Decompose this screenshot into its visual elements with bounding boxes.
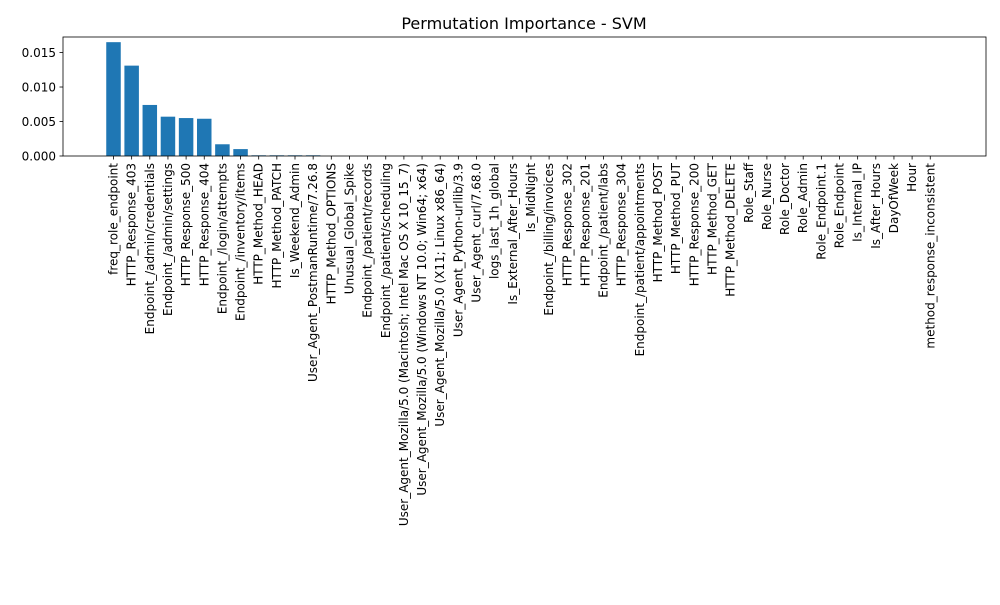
bars-layer: [106, 42, 321, 156]
x-tick-label-12: HTTP_Method_OPTIONS: [324, 163, 338, 304]
bar-4: [178, 118, 194, 156]
x-tick-label-41: Is_Internal_IP: [851, 163, 865, 242]
x-tick-label-25: HTTP_Response_302: [560, 163, 574, 286]
y-tick-label-2: 0.010: [22, 80, 56, 94]
bar-5: [197, 118, 212, 156]
x-tick-label-7: Endpoint_/inventory/items: [234, 163, 248, 321]
bar-0: [106, 42, 121, 156]
x-tick-label-4: HTTP_Response_500: [179, 163, 193, 286]
x-tick-label-0: freq_role_endpoint: [107, 163, 121, 275]
x-tick-label-31: HTTP_Method_PUT: [669, 162, 683, 274]
x-tick-label-17: User_Agent_Mozilla/5.0 (Windows NT 10.0;…: [415, 163, 429, 496]
bar-7: [233, 149, 248, 156]
x-tick-label-29: Endpoint_/patient/appointments: [633, 163, 647, 356]
x-tick-label-20: User_Agent_curl/7.68.0: [470, 163, 484, 303]
x-tick-label-40: Role_Endpoint: [833, 163, 847, 249]
bar-3: [160, 116, 176, 156]
x-tick-label-39: Role_Endpoint.1: [814, 163, 828, 260]
x-tick-label-18: User_Agent_Mozilla/5.0 (X11; Linux x86_6…: [433, 163, 447, 427]
chart-title: Permutation Importance - SVM: [401, 14, 646, 33]
y-tick-label-0: 0.000: [22, 149, 56, 163]
x-tick-label-30: HTTP_Method_POST: [651, 162, 665, 282]
x-tick-label-45: method_response_inconsistent: [923, 163, 937, 349]
x-tick-label-11: User_Agent_PostmanRuntime/7.26.8: [306, 163, 320, 382]
x-tick-label-23: Is_MidNight: [524, 163, 538, 233]
x-tick-label-8: HTTP_Method_HEAD: [252, 163, 266, 285]
x-tick-label-3: Endpoint_/admin/settings: [161, 163, 175, 316]
x-tick-label-37: Role_Doctor: [778, 163, 792, 235]
x-tick-label-32: HTTP_Response_200: [687, 163, 701, 286]
y-tick-layer: 0.000 0.005 0.010 0.015: [22, 46, 63, 163]
x-tick-label-2: Endpoint_/admin/credentials: [143, 163, 157, 334]
x-tick-label-22: Is_External_After_Hours: [506, 163, 520, 305]
x-tick-label-10: Is_Weekend_Admin: [288, 163, 302, 278]
x-tick-label-26: HTTP_Response_201: [578, 163, 592, 286]
axes-layer: [62, 36, 987, 157]
x-tick-label-35: Role_Staff: [742, 162, 756, 223]
x-tick-label-9: HTTP_Method_PATCH: [270, 163, 284, 289]
x-tick-label-13: Unusual_Global_Spike: [342, 163, 356, 294]
x-tick-label-43: DayOfWeek: [887, 163, 901, 233]
x-tick-label-5: HTTP_Response_404: [197, 163, 211, 286]
x-tick-label-44: Hour: [905, 163, 919, 192]
x-tick-label-15: Endpoint_/patient/scheduling: [379, 163, 393, 338]
x-tick-label-14: Endpoint_/patient/records: [361, 163, 375, 318]
x-tick-label-38: Role_Admin: [796, 163, 810, 233]
bar-1: [124, 65, 139, 156]
bar-2: [142, 104, 158, 156]
x-tick-label-21: logs_last_1h_global: [488, 163, 502, 279]
x-tick-label-1: HTTP_Response_403: [125, 163, 139, 286]
x-tick-label-6: Endpoint_/login/attempts: [215, 163, 229, 314]
x-tick-layer: freq_role_endpoint HTTP_Response_403 Endpo…: [107, 156, 937, 526]
x-tick-label-28: HTTP_Response_304: [615, 163, 629, 286]
x-tick-label-16: User_Agent_Mozilla/5.0 (Macintosh; Intel…: [397, 163, 411, 526]
bar-6: [215, 144, 230, 156]
x-tick-label-34: HTTP_Method_DELETE: [724, 163, 738, 297]
y-tick-label-3: 0.015: [22, 46, 56, 60]
x-tick-label-33: HTTP_Method_GET: [705, 162, 719, 275]
x-tick-label-24: Endpoint_/billing/invoices: [542, 163, 556, 316]
x-tick-label-36: Role_Nurse: [760, 163, 774, 230]
plot-frame: [62, 36, 987, 157]
x-tick-label-42: Is_After_Hours: [869, 163, 883, 249]
x-tick-label-27: Endpoint_/patient/labs: [597, 163, 611, 298]
y-tick-label-1: 0.005: [22, 115, 56, 129]
x-tick-label-19: User_Agent_Python-urllib/3.9: [451, 163, 465, 337]
